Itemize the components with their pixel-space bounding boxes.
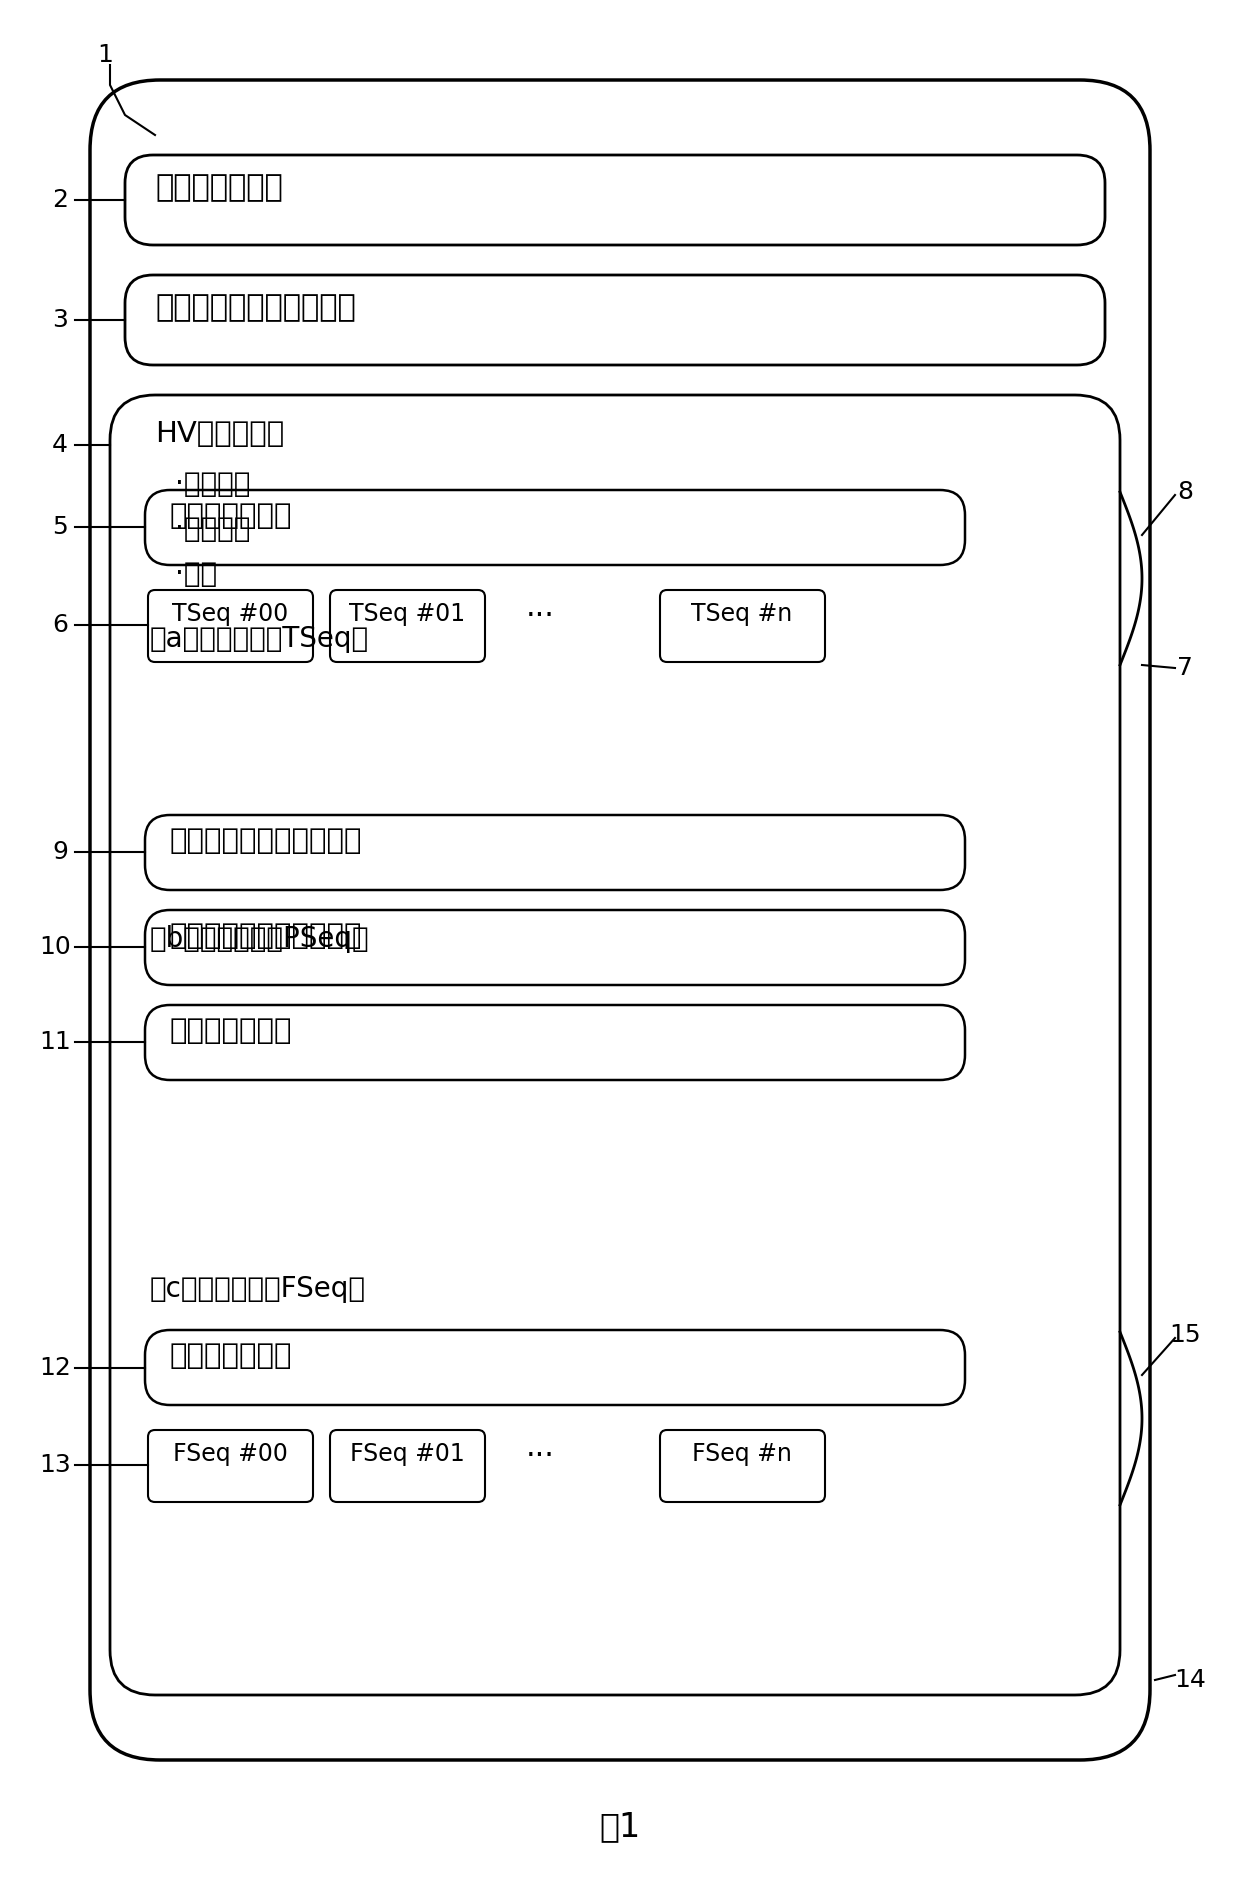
Text: （a）格式类型：TSeq时: （a）格式类型：TSeq时 [150,626,370,652]
Text: 7: 7 [1177,656,1193,681]
FancyBboxPatch shape [145,909,965,985]
FancyBboxPatch shape [330,1430,485,1503]
Text: 图1: 图1 [599,1811,641,1843]
Text: 12: 12 [40,1356,71,1381]
Text: 15: 15 [1169,1324,1200,1347]
FancyBboxPatch shape [125,154,1105,245]
Text: （c）格式类型：FSeq时: （c）格式类型：FSeq时 [150,1274,366,1303]
FancyBboxPatch shape [145,814,965,890]
Text: TSeq #n: TSeq #n [692,603,792,626]
Text: 内容信息字节片: 内容信息字节片 [155,173,283,202]
Text: （b）格式类型：PSeq时: （b）格式类型：PSeq时 [150,924,370,953]
Text: 顺序数据字节片: 顺序数据字节片 [170,1343,293,1369]
FancyBboxPatch shape [148,1430,312,1503]
FancyBboxPatch shape [148,590,312,662]
Text: 11: 11 [40,1031,71,1054]
FancyBboxPatch shape [110,396,1120,1695]
Text: FSeq #00: FSeq #00 [172,1442,288,1466]
Text: 9: 9 [52,841,68,864]
FancyBboxPatch shape [660,590,825,662]
Text: 词典数据字节片（任选）: 词典数据字节片（任选） [170,922,362,949]
FancyBboxPatch shape [145,1004,965,1080]
Text: FSeq #01: FSeq #01 [350,1442,464,1466]
FancyBboxPatch shape [330,590,485,662]
Text: ·时基: ·时基 [175,559,217,588]
Text: HV路径字节片: HV路径字节片 [155,420,284,449]
FancyBboxPatch shape [125,276,1105,365]
Text: 8: 8 [1177,479,1193,504]
FancyBboxPatch shape [91,80,1149,1759]
FancyBboxPatch shape [145,1329,965,1406]
Text: 3: 3 [52,308,68,333]
Text: 2: 2 [52,188,68,211]
Text: 14: 14 [1174,1668,1207,1693]
Text: TSeq #01: TSeq #01 [348,603,465,626]
Text: 1: 1 [97,44,113,67]
Text: TSeq #00: TSeq #00 [172,603,288,626]
Text: 顺序数据字节片: 顺序数据字节片 [170,502,293,531]
FancyBboxPatch shape [660,1430,825,1503]
Text: ···: ··· [526,603,554,631]
Text: 5: 5 [52,515,68,538]
Text: 6: 6 [52,612,68,637]
Text: ·格式类型: ·格式类型 [175,470,250,498]
Text: ···: ··· [526,1442,554,1470]
FancyBboxPatch shape [145,491,965,565]
Text: ·语言类型: ·语言类型 [175,515,250,542]
Text: 4: 4 [52,434,68,456]
Text: FSeq #n: FSeq #n [692,1442,792,1466]
Text: 13: 13 [40,1453,71,1478]
Text: 顺序数据字节片: 顺序数据字节片 [170,1018,293,1044]
Text: 任选数据字节片（任选）: 任选数据字节片（任选） [155,293,356,321]
Text: 设定数据字节片（任选）: 设定数据字节片（任选） [170,827,362,856]
Text: 10: 10 [40,936,71,959]
